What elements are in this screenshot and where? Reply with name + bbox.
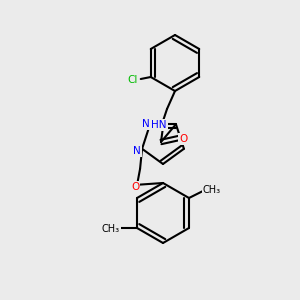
Text: N: N [142,119,150,129]
Text: O: O [179,134,187,144]
Text: O: O [131,182,139,192]
Text: CH₃: CH₃ [203,185,221,195]
Text: Cl: Cl [128,75,138,85]
Text: N: N [133,146,141,156]
Text: HN: HN [151,120,167,130]
Text: CH₃: CH₃ [102,224,120,234]
